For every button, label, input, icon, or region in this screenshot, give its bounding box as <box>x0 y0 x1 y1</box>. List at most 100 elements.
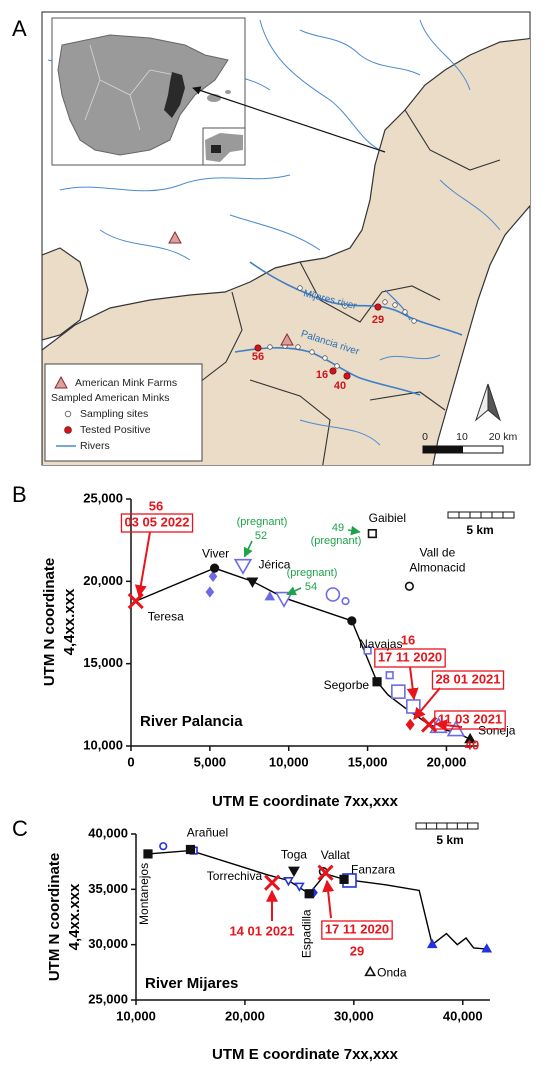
sampling-site <box>411 318 417 324</box>
x-axis-label: UTM E coordinate 7xx,xxx <box>212 1046 399 1063</box>
sampling-site <box>392 302 398 308</box>
x-tick-label: 40,000 <box>443 1008 483 1023</box>
positive-marker <box>317 864 334 881</box>
island <box>225 90 231 94</box>
y-axis-label: UTM N coordinate <box>46 853 63 981</box>
positive-marker <box>421 716 438 733</box>
border <box>249 379 331 465</box>
site-marker <box>367 528 377 539</box>
river <box>249 261 463 336</box>
sample-marker <box>385 671 394 680</box>
x-tick-label: 10,000 <box>269 754 309 769</box>
sample-marker <box>481 943 493 953</box>
positive-date: 03 05 2022 <box>124 514 189 529</box>
site-marker <box>404 581 414 591</box>
sample-marker <box>233 558 253 575</box>
sampling-site <box>295 344 301 350</box>
y-axis-label: 4,4xx.xxx <box>66 883 83 950</box>
sampling-sites <box>168 230 417 380</box>
sample-marker <box>274 591 294 608</box>
site-label: Navajas <box>359 637 402 651</box>
site-marker <box>347 616 357 626</box>
case-label: 56 <box>252 351 264 363</box>
site-label: Teresa <box>148 609 184 623</box>
river <box>299 29 421 76</box>
locator-arrow <box>192 86 386 153</box>
sample-marker <box>426 938 438 949</box>
note-id: 54 <box>305 581 317 593</box>
border <box>199 291 243 383</box>
site-marker <box>185 844 196 855</box>
scale-label: 0 <box>422 431 428 443</box>
scale-label: 5 km <box>436 833 463 847</box>
x-axis-label: UTM E coordinate 7xx,xxx <box>212 793 399 810</box>
y-tick-label: 35,000 <box>88 881 128 896</box>
north-arrow <box>487 383 502 422</box>
positive-site <box>329 367 337 375</box>
x-tick-label: 20,000 <box>225 1008 265 1023</box>
border <box>404 109 501 171</box>
scale-bar <box>423 446 463 453</box>
sampling-site <box>309 349 315 355</box>
legend-swatch <box>64 426 72 434</box>
note-text: (pregnant) <box>311 535 362 547</box>
note-id: 52 <box>255 530 267 542</box>
positive-site <box>343 372 351 380</box>
site-marker <box>246 577 259 588</box>
scale-label: 5 km <box>466 523 493 537</box>
iberia <box>57 34 229 156</box>
sample-marker <box>406 699 421 714</box>
x-tick-label: 10,000 <box>116 1008 156 1023</box>
river <box>299 419 381 446</box>
note-arrow <box>243 540 253 558</box>
sample-marker <box>208 570 218 582</box>
river <box>439 179 501 231</box>
sample-marker <box>264 591 276 601</box>
inset-border <box>84 44 176 131</box>
positive-date: 17 11 2020 <box>378 649 442 664</box>
positive-date: 17 11 2020 <box>325 921 389 936</box>
legend-label: Sampling sites <box>80 408 148 420</box>
sample-marker <box>325 587 341 602</box>
europe <box>205 133 243 162</box>
map-panel: A <box>12 11 531 466</box>
y-tick-label: 10,000 <box>83 737 123 752</box>
sampling-site <box>322 355 328 361</box>
positive-id: 16 <box>401 632 415 647</box>
sample-marker <box>391 684 406 699</box>
region <box>42 37 530 465</box>
case-label: 29 <box>372 314 384 326</box>
y-tick-label: 20,000 <box>83 573 123 588</box>
positive-marker <box>405 718 415 731</box>
site-label: Viver <box>202 546 229 560</box>
note-text: (pregnant) <box>287 567 338 579</box>
legend-heading: Sampled American Minks <box>51 392 169 404</box>
positive-date: 11 03 2021 <box>438 711 502 726</box>
legend-swatch <box>54 375 68 389</box>
site-marker <box>143 849 153 859</box>
annotation-arrow <box>406 666 419 701</box>
site-label: Jérica <box>258 558 290 572</box>
legend-label: American Mink Farms <box>75 377 177 389</box>
site-label: Toga <box>281 848 307 862</box>
scale-label: 20 km <box>489 431 518 443</box>
sample-marker <box>283 877 294 887</box>
y-axis-label: UTM N coordinate <box>41 558 58 686</box>
sampling-site <box>342 303 348 309</box>
x-tick-label: 20,000 <box>427 754 467 769</box>
sampling-site <box>334 363 340 369</box>
sample-marker <box>205 586 215 598</box>
site-marker <box>372 677 382 687</box>
positive-id: 29 <box>350 943 364 958</box>
date-box <box>431 670 505 690</box>
y-tick-label: 30,000 <box>88 936 128 951</box>
border <box>369 391 446 411</box>
river <box>229 214 321 251</box>
site-label: Vall de <box>419 545 455 559</box>
x-tick-label: 5,000 <box>194 754 227 769</box>
site-label: Segorbe <box>324 678 370 692</box>
x-tick-label: 0 <box>127 754 134 769</box>
chart-title: River Mijares <box>145 975 238 992</box>
sample-marker <box>341 596 350 606</box>
